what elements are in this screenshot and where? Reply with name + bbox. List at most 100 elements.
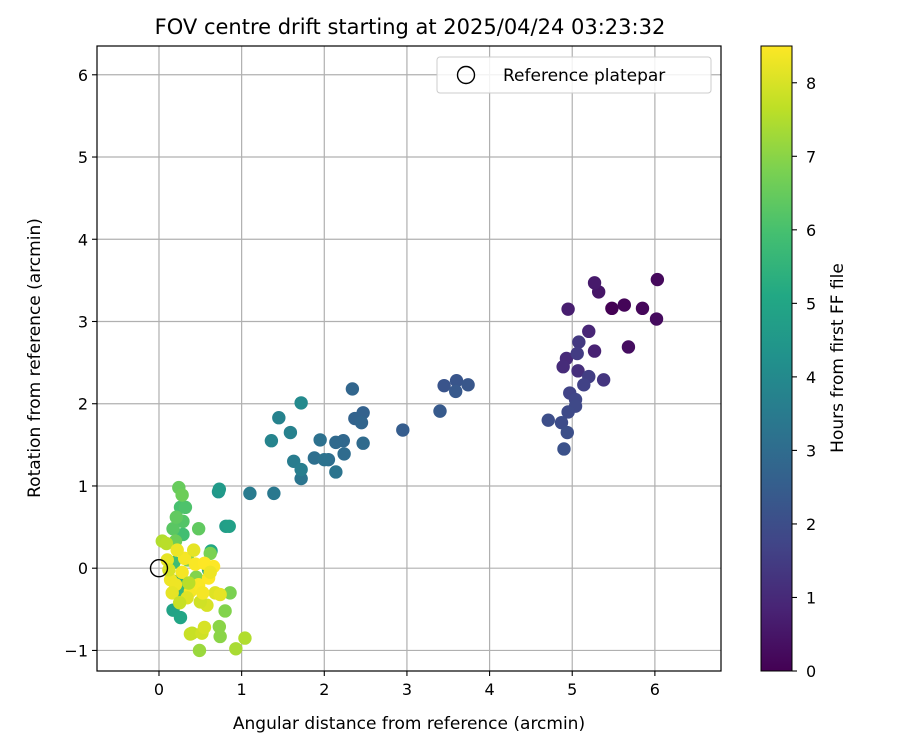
y-tick-label: 4 [78,230,88,249]
scatter-point [554,415,569,430]
scatter-point [178,500,193,515]
scatter-point [541,413,555,427]
legend-box [436,56,712,94]
scatter-point [186,543,201,557]
scatter-point [617,298,632,312]
x-axis: 0 1 2 3 4 5 6 [154,671,660,699]
scatter-point [165,586,179,600]
scatter-point [354,415,369,430]
scatter-point [587,344,602,358]
scatter-point [267,486,281,501]
scatter-point [243,486,257,501]
scatter-point [329,465,343,479]
scatter-point [196,586,210,600]
reference-platepar-marker [149,559,169,578]
colorbar-tick-label: 7 [806,147,816,166]
scatter-point [191,522,206,536]
y-tick-label: −1 [64,641,88,660]
scatter-point [556,360,570,374]
plot-frame [96,45,722,672]
scatter-point [160,553,174,567]
x-tick-label: 2 [319,680,329,699]
scatter-point [570,346,584,361]
scatter-point [621,340,636,354]
legend: Reference platepar [436,56,712,94]
x-tick-label: 3 [402,680,412,699]
scatter-point [307,451,322,465]
x-axis-label: Angular distance from reference (arcmin) [233,714,585,734]
scatter-point [635,301,650,316]
colorbar-ticks: 0 1 2 3 4 5 6 7 8 [792,74,816,681]
x-tick-label: 0 [154,680,164,699]
x-tick-label: 1 [237,680,247,699]
scatter-point [223,586,237,600]
colorbar-tick-label: 4 [806,368,816,387]
y-axis-label: Rotation from reference (arcmin) [25,218,45,498]
colorbar-tick-label: 1 [806,588,816,607]
chart-title: FOV centre drift starting at 2025/04/24 … [155,15,666,39]
legend-marker-icon [456,65,476,85]
scatter-point [557,442,571,456]
scatter-point [172,596,187,610]
y-tick-label: 0 [78,559,88,578]
scatter-point [577,378,591,392]
scatter-point [169,510,184,524]
scatter-point [238,631,252,645]
scatter-point [313,433,327,447]
scatter-point [433,404,447,418]
scatter-point [461,378,475,392]
scatter-point [197,620,212,635]
scatter-point [222,519,236,533]
scatter-point [582,324,596,339]
scatter-point [356,436,370,450]
scatter-point [212,482,227,496]
scatter-point [345,382,360,396]
scatter-point [159,536,174,551]
scatter-point [173,610,188,625]
scatter-point [203,546,217,561]
scatter-point [212,619,227,634]
legend-entry: Reference platepar [503,66,665,86]
colorbar-gradient [760,45,793,672]
scatter-point [229,642,243,656]
reference-marker [149,559,169,578]
scatter-point [448,384,463,399]
colorbar-tick-label: 0 [806,662,816,681]
y-tick-label: 2 [78,395,88,414]
scatter-point [182,576,196,590]
scatter-point [329,435,343,450]
scatter-point [561,302,575,316]
scatter-point [587,276,602,290]
x-tick-label: 6 [650,680,660,699]
scatter-point [213,587,227,602]
scatter-point [183,627,198,641]
scatter-point [294,462,308,477]
x-tick-label: 4 [484,680,494,699]
scatter-point [437,378,451,393]
scatter-point [561,405,575,419]
scatter-point [560,425,574,440]
x-tick-label: 5 [567,680,577,699]
scatter-point [203,565,217,580]
colorbar-tick-label: 6 [806,221,816,240]
scatter-point [166,522,180,536]
y-tick-label: 5 [78,148,88,167]
scatter-point [449,374,464,388]
scatter-point [170,543,184,557]
scatter-point [605,301,619,316]
scatter-point [175,488,189,502]
scatter-point [572,335,586,349]
scatter-point [650,272,665,287]
y-tick-label: 6 [78,66,88,85]
scatter-point [218,604,232,618]
colorbar: 0 1 2 3 4 5 6 7 8 Hours from first FF file [760,45,848,681]
scatter-point [264,434,279,448]
colorbar-tick-label: 2 [806,515,816,534]
colorbar-label: Hours from first FF file [828,263,848,453]
scatter-point [596,373,611,387]
scatter-point [175,565,189,580]
scatter-point [317,452,331,467]
y-axis: −1 0 1 2 3 4 5 6 [64,66,97,660]
